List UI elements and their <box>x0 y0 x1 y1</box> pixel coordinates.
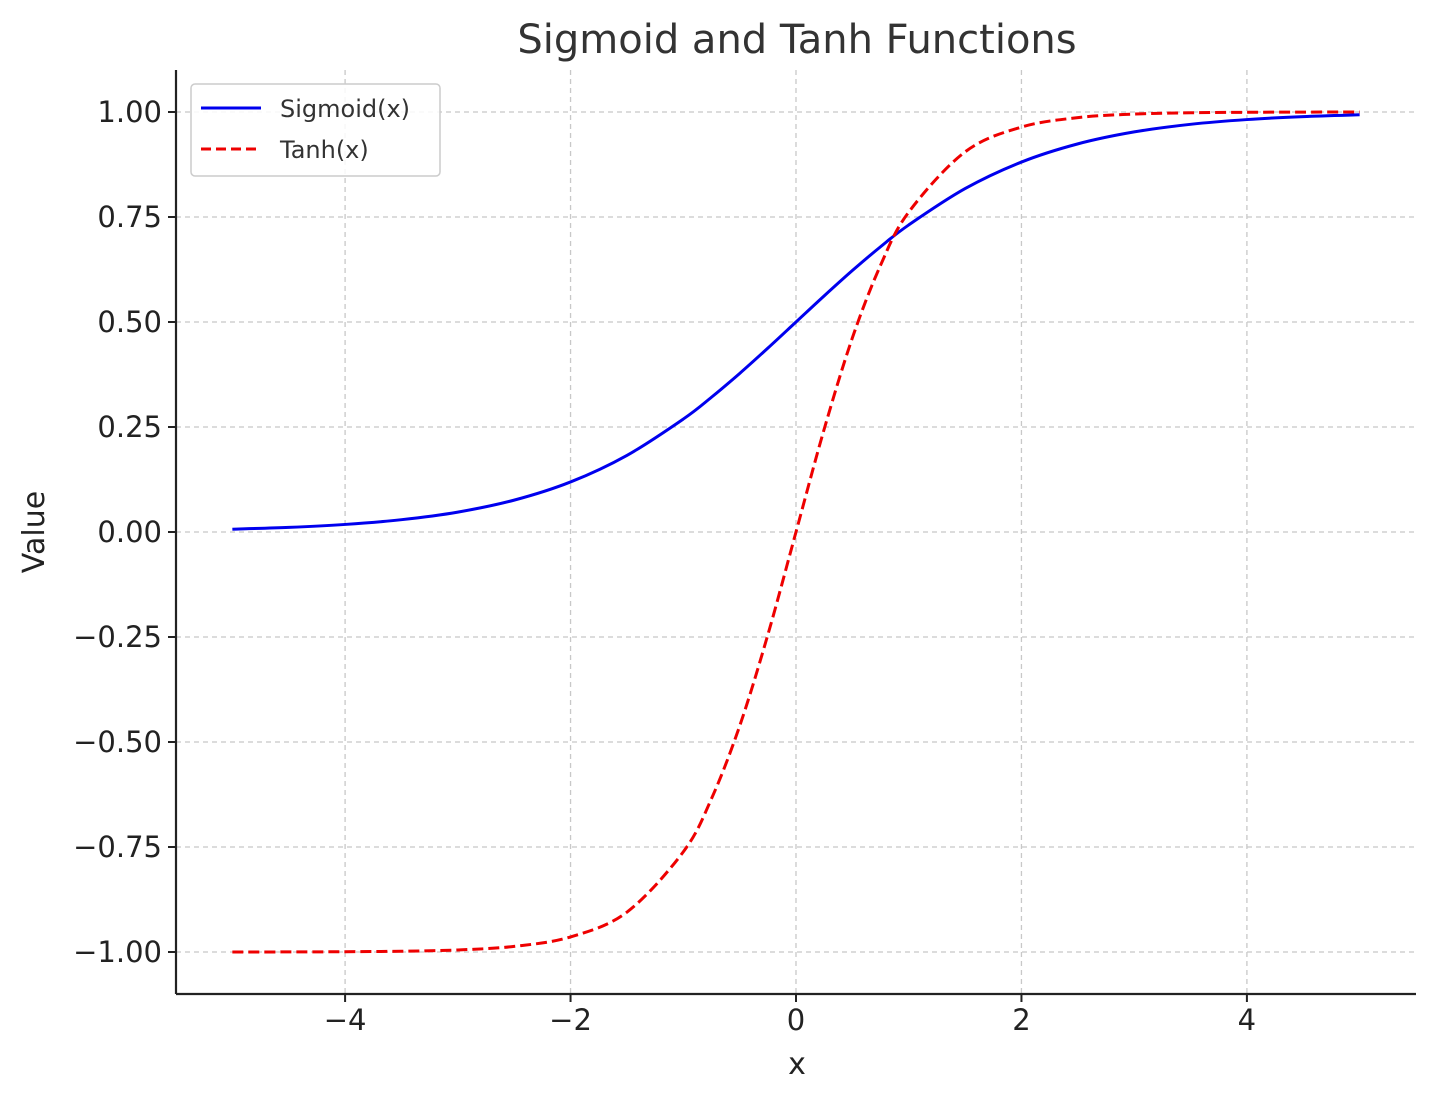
y-tick-label: −0.75 <box>73 830 162 864</box>
plot-series <box>232 110 1360 954</box>
legend-label-tanh: Tanh(x) <box>279 136 369 164</box>
x-axis-label: x <box>788 1047 806 1082</box>
y-tick-label: 0.50 <box>97 305 162 339</box>
x-tick-label: −4 <box>324 1003 367 1037</box>
x-tick-label: 4 <box>1238 1003 1256 1037</box>
x-tick-label: −2 <box>549 1003 592 1037</box>
y-tick-label: 0.00 <box>97 515 162 549</box>
x-tick-label: 2 <box>1012 1003 1030 1037</box>
legend: Sigmoid(x) Tanh(x) <box>190 83 441 177</box>
y-tick-label: 1.00 <box>97 95 162 129</box>
chart-title: Sigmoid and Tanh Functions <box>517 17 1076 63</box>
y-ticks: −1.00 −0.75 −0.50 −0.25 0.00 0.25 0.50 0.75 1.00 <box>73 95 176 969</box>
y-tick-label: 0.75 <box>97 200 162 234</box>
legend-label-sigmoid: Sigmoid(x) <box>280 95 410 123</box>
series-line-sigmoid <box>232 113 1360 531</box>
series-line-tanh <box>232 110 1360 954</box>
y-tick-label: −0.25 <box>73 620 162 654</box>
x-tick-label: 0 <box>787 1003 805 1037</box>
y-axis-label: Value <box>17 491 52 573</box>
y-tick-label: −0.50 <box>73 725 162 759</box>
y-tick-label: 0.25 <box>97 410 162 444</box>
y-tick-label: −1.00 <box>73 935 162 969</box>
x-ticks: −4 −2 0 2 4 <box>324 994 1256 1037</box>
